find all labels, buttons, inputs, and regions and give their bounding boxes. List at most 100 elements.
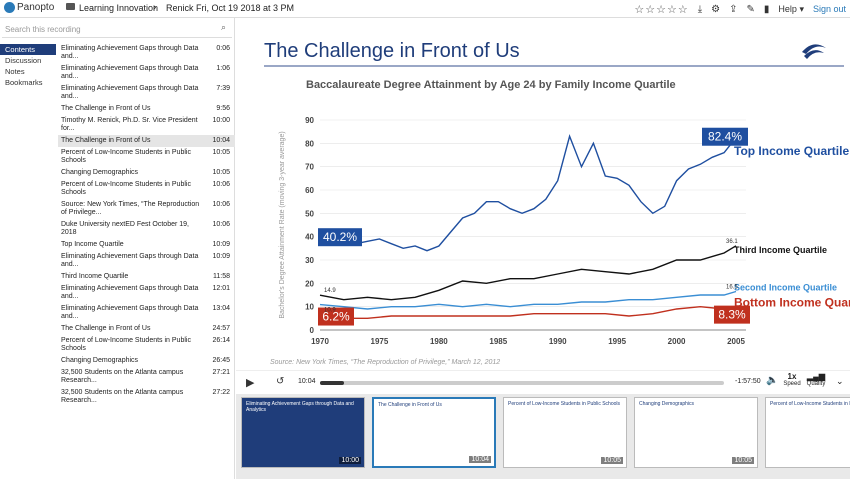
list-item-title: Changing Demographics: [61, 169, 139, 176]
player-controls: ▶ ↺ 10:04 -1:57:50 🔈 1x Speed ▂▄▆ Qualit…: [236, 370, 850, 394]
series-label: Top Income Quartile: [734, 144, 849, 158]
list-item-time: 10:06: [212, 221, 230, 228]
volume-icon[interactable]: 🔈: [766, 375, 779, 386]
panopto-logo[interactable]: Panopto: [4, 2, 54, 13]
y-tick-label: 30: [305, 256, 314, 265]
y-tick-label: 40: [305, 233, 314, 242]
callout-box: [714, 305, 750, 324]
list-item-time: 10:00: [212, 117, 230, 124]
list-item[interactable]: Eliminating Achievement Gaps through Dat…: [58, 251, 235, 271]
sidebar: Search this recording ⌕ Contents Discussi…: [0, 18, 235, 479]
x-tick-label: 1970: [311, 337, 329, 346]
list-item[interactable]: Top Income Quartile 10:09: [58, 239, 235, 251]
thumbnail[interactable]: Percent of Low-Income Students in Public…: [765, 397, 850, 468]
thumbnail-title: Percent of Low-Income Students in Public…: [508, 401, 621, 407]
list-item-title: Eliminating Achievement Gaps through Dat…: [61, 65, 199, 80]
tab-bookmarks[interactable]: Bookmarks: [5, 78, 43, 87]
edit-icon[interactable]: ✎: [746, 3, 755, 15]
list-item-time: 10:06: [212, 201, 230, 208]
list-item-title: Timothy M. Renick, Ph.D. Sr. Vice Presid…: [61, 117, 198, 132]
slide-title: The Challenge in Front of Us: [264, 40, 520, 62]
thumbnail[interactable]: The Challenge in Front of Us 10:04: [372, 397, 496, 468]
y-axis-label: Bachelor's Degree Attainment Rate (movin…: [279, 131, 286, 318]
progress-bar[interactable]: [320, 381, 724, 385]
list-item[interactable]: Third Income Quartile 11:58: [58, 271, 235, 283]
series-label: Third Income Quartile: [734, 245, 827, 255]
list-item[interactable]: Percent of Low-Income Students in Public…: [58, 147, 235, 167]
list-item-time: 0:06: [216, 45, 230, 52]
quality-button[interactable]: ▂▄▆ Quality: [804, 372, 828, 387]
list-item-time: 10:09: [212, 253, 230, 260]
list-item[interactable]: Eliminating Achievement Gaps through Dat…: [58, 283, 235, 303]
list-item[interactable]: The Challenge in Front of Us 10:04: [58, 135, 235, 147]
list-item-time: 10:09: [212, 241, 230, 248]
list-item-title: Eliminating Achievement Gaps through Dat…: [61, 85, 199, 100]
quality-bars-icon: ▂▄▆: [807, 372, 825, 381]
list-item[interactable]: Percent of Low-Income Students in Public…: [58, 179, 235, 199]
list-item-title: Percent of Low-Income Students in Public…: [61, 181, 191, 196]
rewind-icon[interactable]: ↺: [276, 376, 285, 387]
list-item[interactable]: The Challenge in Front of Us 24:57: [58, 323, 235, 335]
search-icon[interactable]: ⌕: [220, 22, 226, 32]
callout-label: 8.3%: [718, 308, 746, 322]
list-item[interactable]: Source: New York Times, “The Reproductio…: [58, 199, 235, 219]
tab-contents[interactable]: Contents: [0, 44, 56, 55]
session-title: Renick Fri, Oct 19 2018 at 3 PM: [166, 3, 295, 13]
list-item-title: Percent of Low-Income Students in Public…: [61, 149, 191, 164]
list-item-title: Percent of Low-Income Students in Public…: [61, 337, 191, 352]
list-item[interactable]: Eliminating Achievement Gaps through Dat…: [58, 83, 235, 103]
callout-box: [318, 228, 362, 247]
x-tick-label: 1985: [489, 337, 507, 346]
download-icon[interactable]: ⤓: [697, 3, 703, 15]
thumbnail-time: 10:04: [469, 456, 491, 463]
list-item-time: 10:06: [212, 181, 230, 188]
rating-stars-icon[interactable]: ☆☆☆☆☆: [634, 3, 689, 16]
search-input[interactable]: Search this recording: [2, 22, 232, 38]
point-label: 16.5: [726, 285, 738, 291]
list-item-time: 26:14: [212, 337, 230, 344]
thumbnail[interactable]: Changing Demographics 10:05: [634, 397, 758, 468]
speed-button[interactable]: 1x Speed: [782, 372, 802, 387]
callout-label: 6.2%: [322, 310, 350, 324]
list-item[interactable]: Timothy M. Renick, Ph.D. Sr. Vice Presid…: [58, 115, 235, 135]
chevron-down-icon[interactable]: ⌄: [836, 376, 844, 386]
list-item[interactable]: Changing Demographics 26:45: [58, 355, 235, 367]
y-tick-label: 90: [305, 116, 314, 125]
y-tick-label: 70: [305, 163, 314, 172]
list-item[interactable]: Eliminating Achievement Gaps through Dat…: [58, 303, 235, 323]
share-icon[interactable]: ⇪: [729, 3, 738, 15]
list-item[interactable]: The Challenge in Front of Us 9:56: [58, 103, 235, 115]
tab-discussion[interactable]: Discussion: [5, 56, 42, 65]
list-item[interactable]: Eliminating Achievement Gaps through Dat…: [58, 43, 235, 63]
thumbnail-title: The Challenge in Front of Us: [378, 402, 442, 408]
current-time: 10:04: [298, 378, 316, 385]
gear-icon[interactable]: ⚙: [711, 3, 721, 15]
thumbnail[interactable]: Eliminating Achievement Gaps through Dat…: [241, 397, 365, 468]
x-tick-label: 2000: [668, 337, 686, 346]
series-line-3: [319, 305, 737, 320]
thumbnail-time: 10:05: [601, 457, 623, 464]
stats-icon[interactable]: ▮: [763, 3, 770, 15]
series-line-2: [319, 290, 737, 310]
list-item-time: 27:21: [212, 369, 230, 376]
list-item[interactable]: 32,500 Students on the Atlanta campus Re…: [58, 367, 235, 387]
list-item[interactable]: Percent of Low-Income Students in Public…: [58, 335, 235, 355]
list-item[interactable]: 32,500 Students on the Atlanta campus Re…: [58, 387, 235, 407]
tab-notes[interactable]: Notes: [5, 67, 25, 76]
list-item-time: 26:45: [212, 357, 230, 364]
list-item[interactable]: Changing Demographics 10:05: [58, 167, 235, 179]
thumbnail[interactable]: Percent of Low-Income Students in Public…: [503, 397, 627, 468]
series-line-1: [319, 245, 737, 301]
sign-out-link[interactable]: Sign out: [812, 4, 846, 14]
list-item-time: 10:04: [212, 137, 230, 144]
quality-label: Quality: [806, 381, 826, 387]
list-item[interactable]: Duke University nextED Fest October 19, …: [58, 219, 235, 239]
list-item-title: Top Income Quartile: [61, 241, 124, 248]
play-icon[interactable]: ▶: [246, 377, 255, 389]
list-item[interactable]: Eliminating Achievement Gaps through Dat…: [58, 63, 235, 83]
help-menu[interactable]: Help ▾: [778, 3, 804, 14]
breadcrumb-folder[interactable]: Learning Innovation: [79, 3, 159, 13]
thumbnail-time: 10:00: [339, 457, 361, 464]
series-label: Second Income Quartile: [734, 282, 837, 292]
list-item-time: 13:04: [212, 305, 230, 312]
